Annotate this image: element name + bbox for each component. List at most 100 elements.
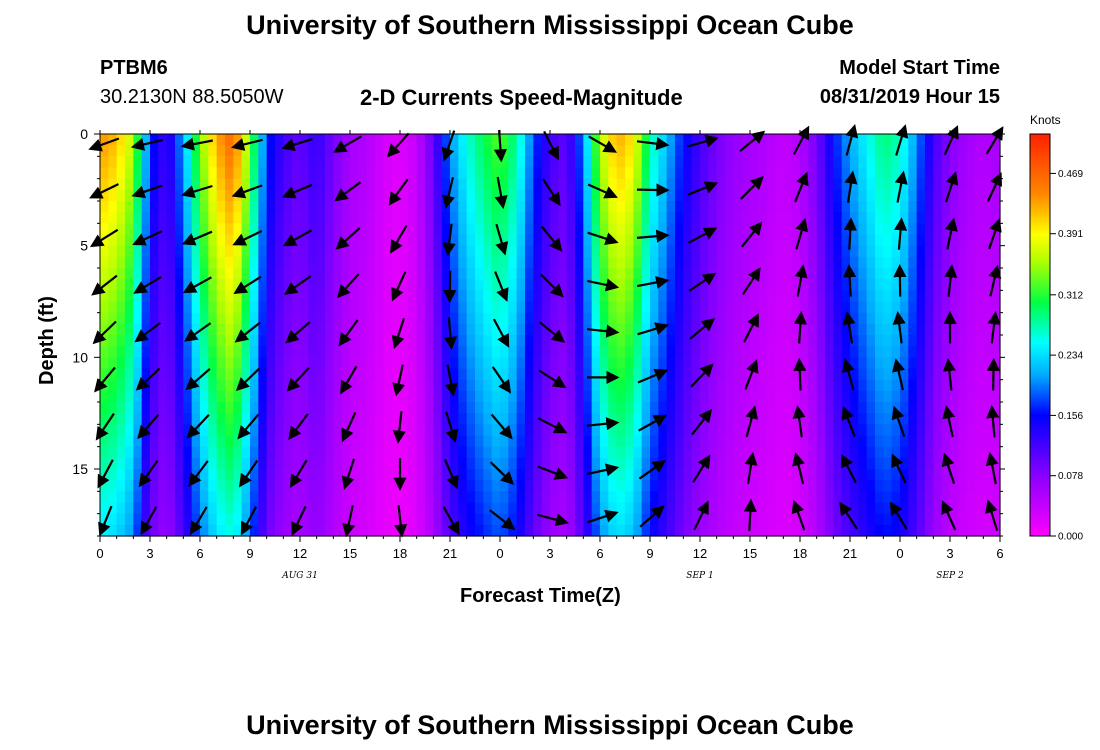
heat-cell: [250, 390, 259, 403]
heat-cell: [875, 402, 884, 414]
heat-cell: [366, 323, 376, 336]
heat-cell: [716, 524, 726, 537]
heat-cell: [508, 178, 518, 191]
heat-cell: [975, 491, 984, 504]
heat-cell: [275, 167, 284, 180]
heat-cell: [233, 212, 243, 224]
heat-cell: [658, 346, 668, 358]
heat-cell: [208, 435, 218, 448]
heat-cell: [741, 390, 751, 403]
heat-cell: [308, 446, 318, 459]
heat-cell: [458, 167, 468, 180]
heat-cell: [475, 212, 484, 224]
heat-cell: [208, 134, 218, 146]
heat-cell: [391, 491, 401, 504]
heat-cell: [883, 346, 893, 358]
heat-cell: [966, 189, 976, 202]
heat-cell: [100, 413, 109, 425]
heat-cell: [983, 223, 993, 236]
heat-cell: [941, 435, 951, 448]
heat-cell: [758, 145, 768, 157]
heat-cell: [325, 513, 334, 526]
heat-cell: [433, 301, 443, 314]
heat-cell: [408, 402, 418, 414]
heat-cell: [966, 424, 976, 437]
heat-cell: [758, 212, 768, 224]
heat-cell: [100, 212, 109, 224]
heat-cell: [316, 424, 326, 437]
heat-cell: [891, 524, 901, 537]
heat-cell: [925, 424, 934, 437]
heat-cell: [483, 446, 493, 459]
heat-cell: [900, 457, 909, 470]
heat-cell: [691, 167, 701, 180]
heat-cell: [883, 234, 893, 247]
heat-cell: [683, 513, 693, 526]
heat-cell: [275, 480, 284, 492]
heat-cell: [308, 201, 318, 213]
heat-cell: [266, 223, 276, 236]
heat-cell: [175, 346, 184, 358]
heat-cell: [766, 134, 776, 146]
heat-cell: [883, 491, 893, 504]
heat-cell: [575, 156, 584, 169]
heat-cell: [316, 145, 326, 157]
heat-cell: [683, 446, 693, 459]
heat-cell: [925, 167, 934, 180]
heat-cell: [441, 201, 451, 213]
heat-cell: [258, 234, 268, 247]
heat-cell: [558, 457, 568, 470]
heat-cell: [225, 413, 234, 425]
heat-cell: [925, 156, 934, 169]
heat-cell: [933, 469, 943, 481]
heat-cell: [291, 290, 301, 303]
heat-cell: [533, 312, 543, 325]
heat-cell: [375, 379, 384, 392]
heat-cell: [250, 513, 259, 526]
heat-cell: [516, 513, 526, 526]
heat-cell: [425, 402, 434, 414]
heat-cell: [208, 480, 218, 492]
heat-cell: [175, 457, 184, 470]
heat-cell: [983, 189, 993, 202]
current-vector-arrow: [185, 368, 211, 391]
heat-cell: [591, 368, 601, 381]
heat-cell: [891, 424, 901, 437]
heat-cell: [233, 513, 243, 526]
current-vector-arrow: [282, 229, 312, 247]
current-vector-arrow: [986, 357, 1001, 391]
heat-cell: [983, 178, 993, 191]
heat-cell: [350, 368, 359, 381]
heat-cell: [450, 502, 459, 515]
heat-cell: [566, 189, 576, 202]
heat-cell: [300, 312, 309, 325]
heat-cell: [375, 189, 384, 202]
heat-cell: [700, 357, 709, 370]
heat-cell: [200, 301, 209, 314]
heat-cell: [375, 346, 384, 358]
heat-cell: [991, 256, 1001, 269]
heat-cell: [591, 502, 601, 515]
heat-cell: [216, 379, 226, 392]
heat-cell: [125, 513, 134, 526]
heat-cell: [833, 524, 843, 537]
heat-cell: [525, 323, 534, 336]
heat-cell: [541, 279, 551, 291]
heat-cell: [266, 256, 276, 269]
current-vector-arrow: [95, 412, 115, 441]
heat-cell: [866, 245, 876, 258]
heat-cell: [775, 323, 784, 336]
heat-cell: [125, 189, 134, 202]
heat-cell: [966, 469, 976, 481]
heat-cell: [400, 335, 409, 347]
heat-cell: [225, 301, 234, 314]
heat-cell: [308, 178, 318, 191]
heat-cell: [850, 290, 859, 303]
heat-cell: [775, 312, 784, 325]
heat-cell: [975, 268, 984, 280]
heat-cell: [100, 402, 109, 414]
heat-cell: [133, 312, 143, 325]
heat-cell: [950, 256, 959, 269]
heat-cell: [900, 346, 909, 358]
heat-cell: [200, 390, 209, 403]
